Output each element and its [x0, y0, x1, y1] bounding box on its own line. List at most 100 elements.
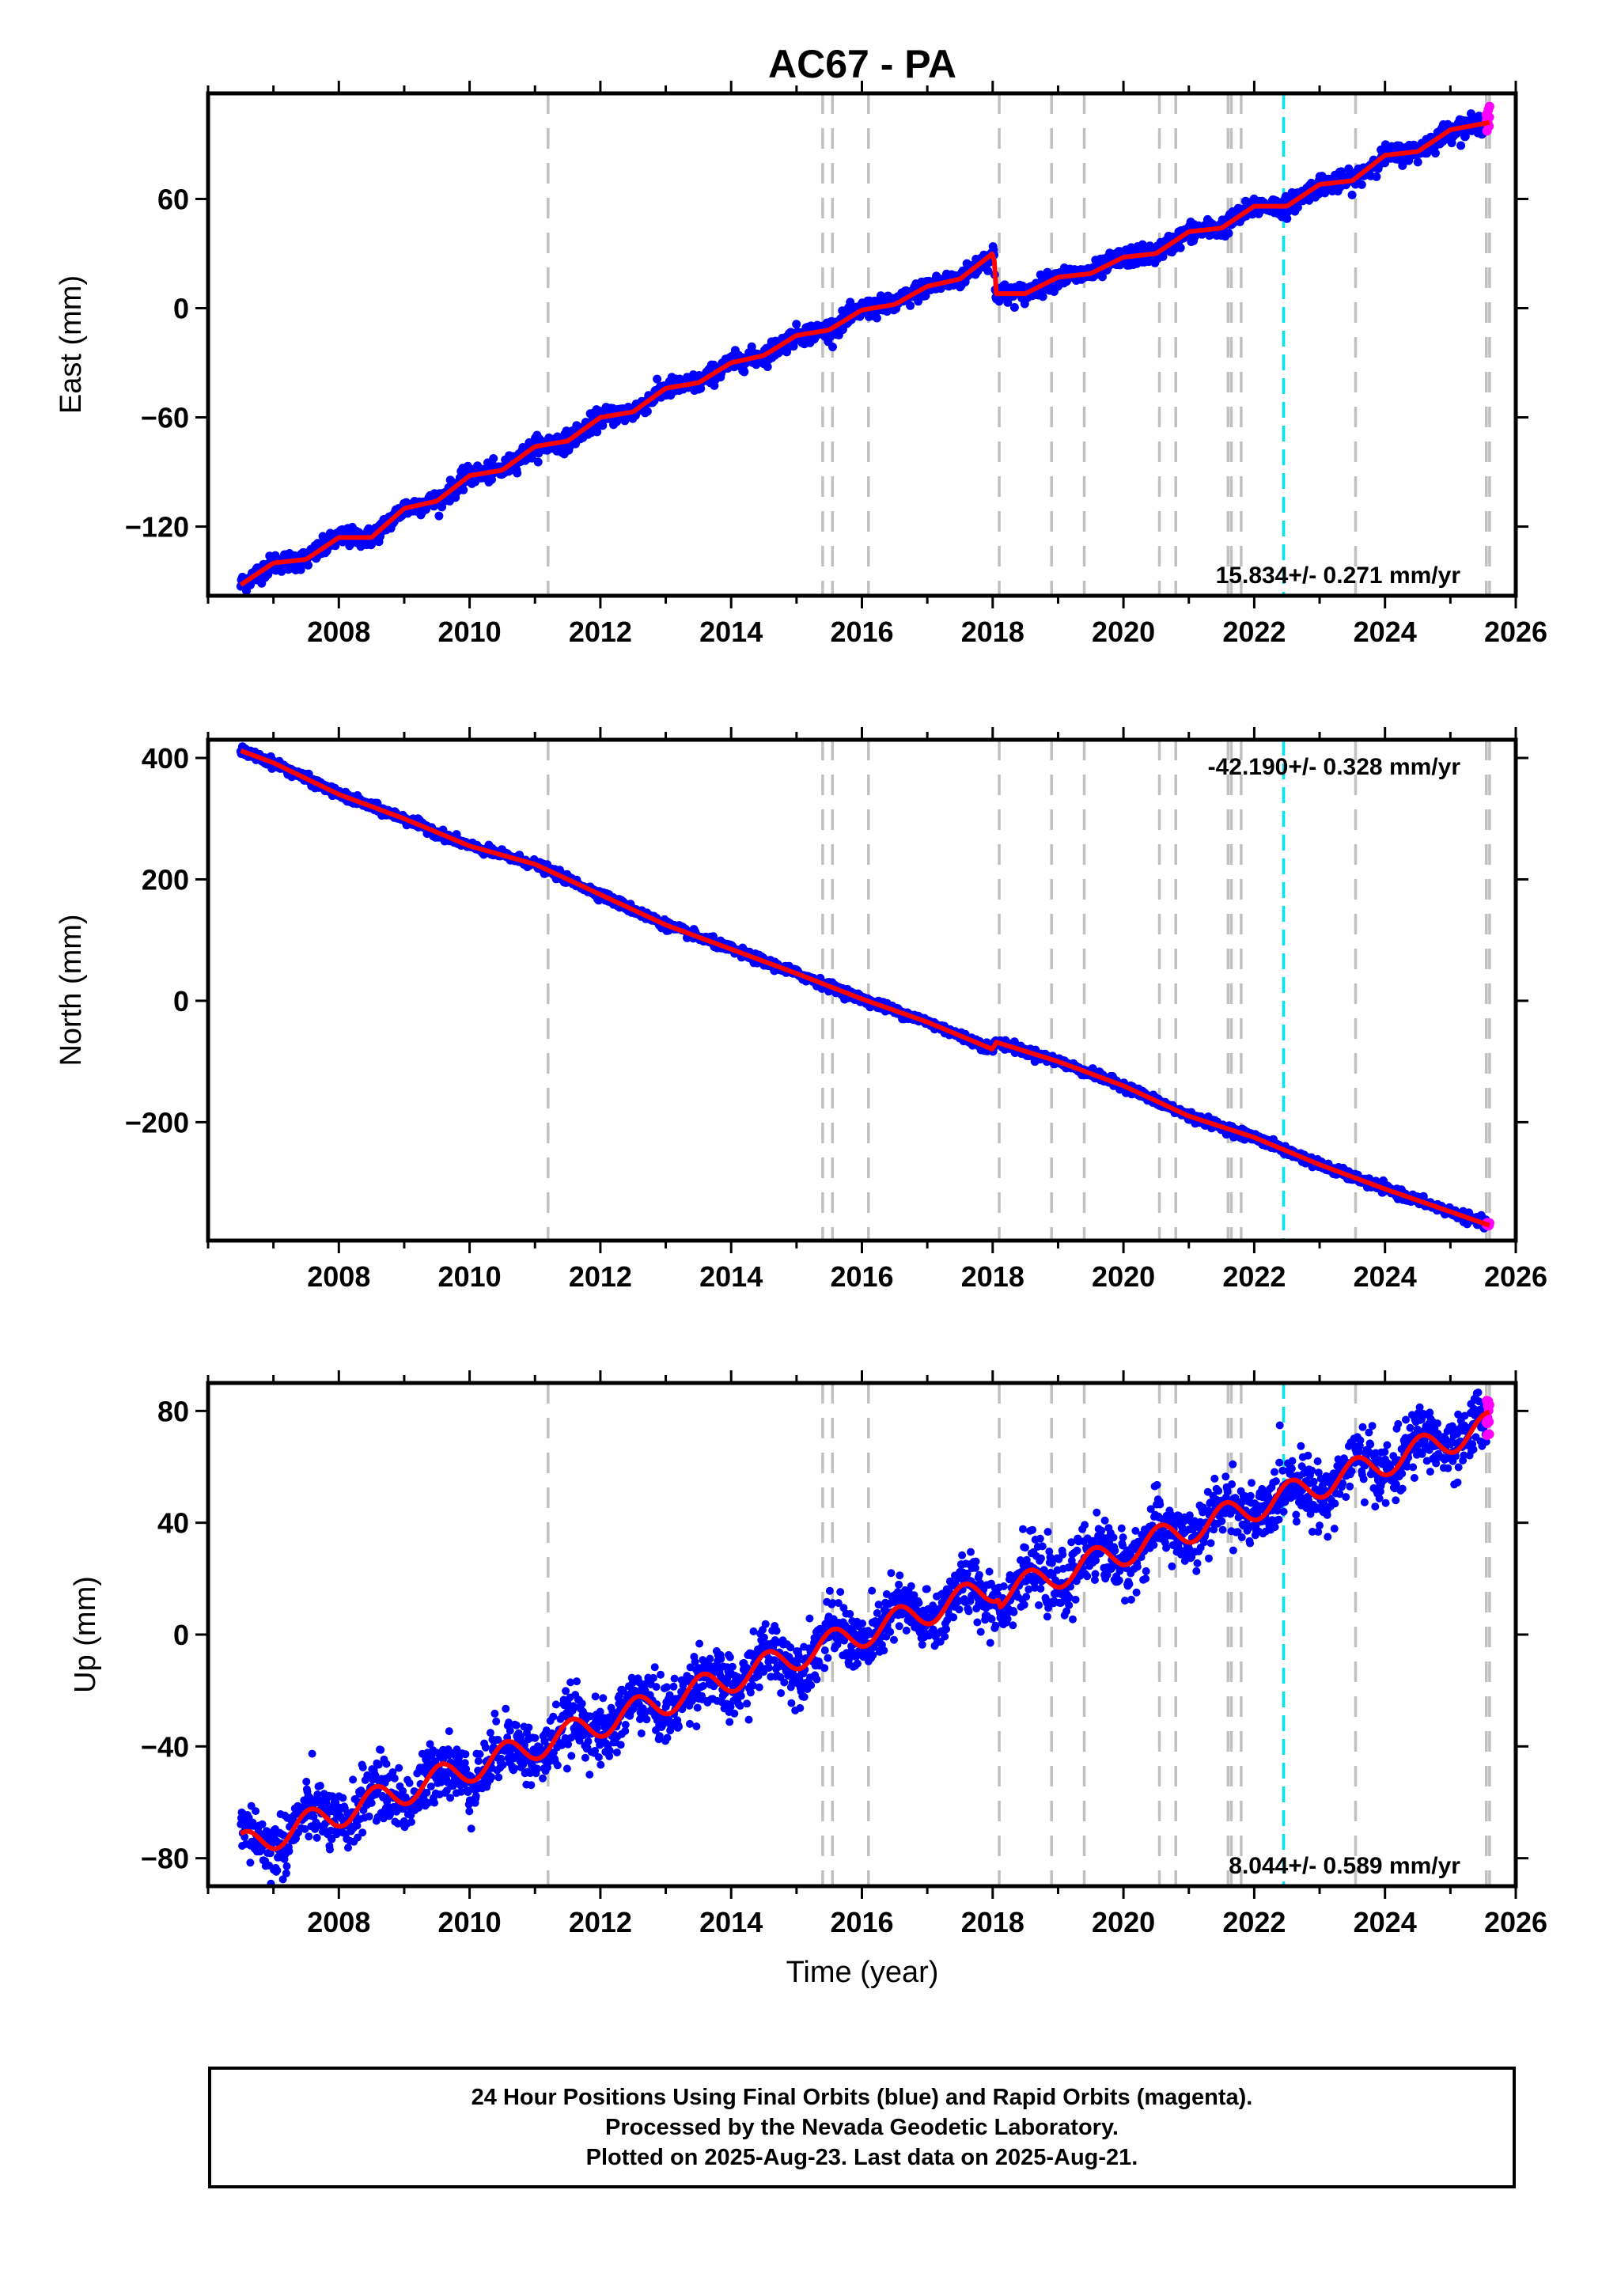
position-point	[301, 1824, 309, 1833]
final-orbit-points	[236, 109, 1491, 596]
position-point	[1176, 243, 1185, 252]
x-tick-label: 2016	[830, 1260, 893, 1293]
position-point	[344, 1843, 352, 1852]
position-point	[740, 367, 749, 377]
position-point	[258, 1820, 267, 1828]
model-fit-line	[239, 119, 1490, 587]
x-tick-label: 2010	[438, 616, 502, 648]
x-tick-label: 2014	[699, 1260, 763, 1293]
x-tick-label: 2018	[961, 616, 1024, 648]
position-point	[358, 1828, 367, 1837]
position-point	[1224, 229, 1233, 238]
y-axis-label: East (mm)	[55, 275, 88, 414]
position-point	[1357, 180, 1366, 189]
x-tick-label: 2010	[438, 1260, 502, 1293]
position-point	[308, 1749, 316, 1758]
y-tick-label: 0	[173, 292, 189, 324]
position-point	[642, 407, 652, 416]
x-tick-label: 2012	[569, 1260, 632, 1293]
position-point	[399, 1786, 407, 1795]
x-tick-label: 2016	[830, 616, 893, 648]
position-point	[353, 1821, 362, 1830]
position-point	[1347, 190, 1357, 199]
model-fit-line	[240, 748, 1490, 1228]
x-tick-label: 2020	[1092, 1260, 1155, 1293]
position-point	[828, 343, 837, 351]
position-point	[365, 1812, 373, 1821]
north-panel: 2008 2010 2012 2014 2016 2018 2020 2022 2024 2026…	[55, 727, 1547, 1293]
y-tick-label: 200	[142, 863, 189, 896]
position-point	[278, 1875, 287, 1884]
position-point	[1088, 1064, 1097, 1074]
rate-label: 15.834+/- 0.271 mm/yr	[1216, 563, 1461, 589]
x-tick-label: 2024	[1354, 1260, 1417, 1293]
plot-frame	[206, 91, 1518, 598]
position-point	[316, 1782, 324, 1790]
plot-area	[236, 93, 1494, 596]
position-point	[374, 1760, 383, 1769]
x-tick-label: 2008	[307, 616, 370, 648]
position-point	[282, 1869, 290, 1877]
y-tick-label: −120	[125, 511, 189, 544]
position-point	[527, 453, 536, 463]
rate-label: -42.190+/- 0.328 mm/yr	[1208, 754, 1461, 780]
position-point	[489, 454, 498, 463]
position-point	[388, 1768, 397, 1776]
up-panel: 2008 2010 2012 2014 2016 2018 2020 2022 2024 2026…	[69, 1370, 1547, 1938]
position-point	[1293, 203, 1302, 212]
rapid-position-point	[1484, 101, 1494, 112]
plot-area	[236, 740, 1494, 1241]
x-tick-label: 2026	[1484, 1260, 1547, 1293]
y-tick-label: −200	[125, 1106, 189, 1139]
position-point	[459, 485, 468, 494]
position-point	[1003, 297, 1013, 307]
x-tick-label: 2018	[961, 1260, 1024, 1293]
position-point	[921, 291, 930, 301]
rapid-orbit-points	[1481, 101, 1494, 136]
position-point	[390, 1774, 399, 1783]
position-point	[273, 1866, 282, 1875]
position-point	[246, 1858, 255, 1867]
y-tick-label: 0	[173, 985, 189, 1017]
position-point	[1038, 292, 1047, 301]
final-orbit-points	[237, 1389, 1490, 1886]
position-point	[696, 384, 706, 393]
position-point	[326, 1845, 334, 1854]
position-point	[328, 1792, 336, 1801]
position-point	[367, 1798, 376, 1807]
position-point	[407, 1817, 415, 1826]
y-tick-label: 400	[142, 742, 189, 775]
position-point	[598, 421, 608, 430]
position-point	[906, 301, 915, 310]
position-point	[1430, 149, 1440, 158]
x-tick-label: 2022	[1222, 1260, 1286, 1293]
position-point	[1456, 141, 1466, 150]
position-point	[434, 511, 444, 521]
position-point	[872, 313, 881, 323]
position-point	[371, 1771, 380, 1780]
position-point	[302, 1777, 311, 1786]
position-point	[327, 1826, 335, 1835]
position-point	[792, 320, 801, 329]
position-point	[304, 560, 312, 570]
position-point	[846, 297, 855, 307]
position-point	[266, 1849, 275, 1858]
position-point	[513, 468, 522, 478]
position-point	[328, 1835, 336, 1843]
position-point	[395, 1764, 403, 1772]
position-point	[252, 1807, 260, 1816]
y-tick-label: 60	[157, 183, 189, 215]
position-point	[1372, 172, 1381, 181]
position-point	[349, 1775, 358, 1784]
position-point	[763, 362, 772, 371]
plot-area	[237, 1383, 1494, 1886]
position-point	[415, 1803, 423, 1812]
position-point	[1413, 157, 1422, 167]
x-tick-label: 2008	[307, 1260, 370, 1293]
position-point	[983, 266, 993, 275]
position-point	[339, 1794, 347, 1802]
x-tick-label: 2024	[1354, 616, 1417, 648]
east-panel: 2008 2010 2012 2014 2016 2018 2020 2022 2024 2026…	[55, 81, 1547, 648]
x-tick-label: 2014	[699, 616, 763, 648]
x-tick-label: 2022	[1222, 616, 1286, 648]
